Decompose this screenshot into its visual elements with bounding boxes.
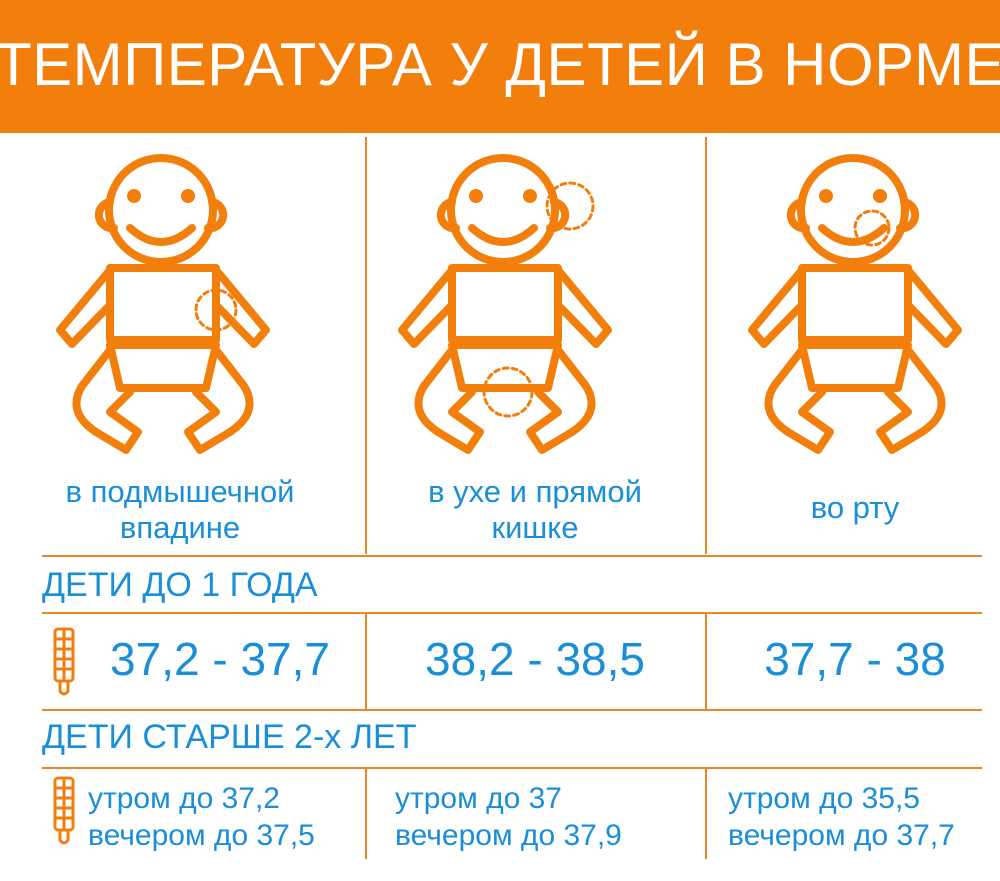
older-armpit-values: утром до 37,2 вечером до 37,5 xyxy=(88,780,315,854)
column-divider xyxy=(365,769,367,859)
morning-value: утром до 37 xyxy=(395,782,562,815)
morning-value: утром до 37,2 xyxy=(88,782,280,815)
evening-value: вечером до 37,9 xyxy=(395,819,622,852)
column-divider xyxy=(705,614,707,709)
place-line: впадине xyxy=(119,510,241,545)
place-line: в ухе и прямой xyxy=(428,474,642,509)
range-infants-ear-rectal: 38,2 - 38,5 xyxy=(425,633,645,685)
older-ear-rectal-values: утром до 37 вечером до 37,9 xyxy=(395,780,622,854)
evening-value: вечером до 37,7 xyxy=(728,819,955,852)
baby-armpit-icon xyxy=(48,140,288,470)
row-divider xyxy=(42,767,982,769)
place-line: во рту xyxy=(810,490,900,525)
thermometer-icon xyxy=(52,627,76,702)
section-infants-label: ДЕТИ ДО 1 ГОДА xyxy=(42,566,318,604)
baby-ear-rectal-icon xyxy=(390,140,630,470)
baby-mouth-icon xyxy=(740,140,980,470)
column-divider xyxy=(705,769,707,859)
section-older-label: ДЕТИ СТАРШЕ 2-х ЛЕТ xyxy=(42,718,417,756)
header-banner: ТЕМПЕРАТУРА У ДЕТЕЙ В НОРМЕ xyxy=(0,0,1000,133)
row-divider xyxy=(42,555,982,557)
older-mouth-values: утром до 35,5 вечером до 37,7 xyxy=(728,780,955,854)
range-infants-mouth: 37,7 - 38 xyxy=(764,633,946,685)
column-divider xyxy=(365,137,367,554)
evening-value: вечером до 37,5 xyxy=(88,819,315,852)
column-divider xyxy=(365,614,367,709)
morning-value: утром до 35,5 xyxy=(728,782,920,815)
row-divider xyxy=(42,709,982,711)
range-infants-armpit: 37,2 - 37,7 xyxy=(110,633,330,685)
place-label-armpit: в подмышечной впадине xyxy=(20,474,340,546)
place-label-ear-rectal: в ухе и прямой кишке xyxy=(375,474,695,546)
place-line: в подмышечной xyxy=(65,474,295,509)
row-divider xyxy=(42,612,982,614)
place-line: кишке xyxy=(491,510,579,545)
page-title: ТЕМПЕРАТУРА У ДЕТЕЙ В НОРМЕ xyxy=(0,31,1000,98)
thermometer-icon xyxy=(52,776,76,851)
column-divider xyxy=(705,137,707,554)
place-label-mouth: во рту xyxy=(715,490,995,526)
